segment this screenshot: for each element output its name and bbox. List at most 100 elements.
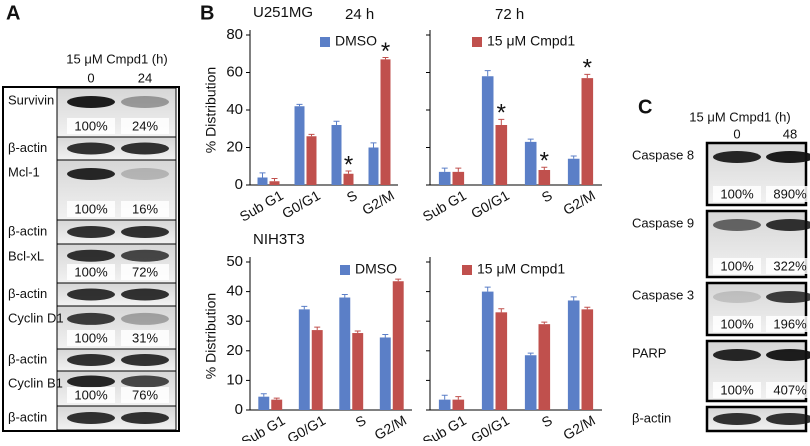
bar [481,291,494,410]
quant-bg [766,382,810,398]
bar [438,171,451,185]
error-bar [441,167,448,172]
error-bar [259,172,266,178]
error-bar [498,308,505,313]
x-tick-label: G0/G1 [279,187,323,222]
quant-bg [67,264,115,280]
blot-band [713,291,761,303]
legend-label: DMSO [335,33,377,49]
error-bar [541,166,548,170]
lane-label: 48 [783,126,797,141]
bar [352,333,364,410]
blot-band [67,354,115,366]
error-bar [314,326,321,331]
bar [379,337,391,410]
row-label: β-actin [8,286,47,301]
blot-band [713,219,761,231]
row-label: Cyclin D1 [8,310,64,325]
quant-label: 100% [74,387,108,402]
error-bar [484,286,491,292]
quant-bg [766,258,810,274]
error-bar [271,177,278,182]
quant-label: 407% [773,382,807,397]
quant-label: 100% [74,201,108,216]
blot-band [67,288,115,301]
y-tick-label: 40 [226,101,243,118]
x-tick-label: S [539,412,555,431]
y-tick-label: 30 [226,312,243,329]
y-tick-label: 40 [226,283,243,300]
y-axis-label: % Distribution [203,67,219,153]
bar [567,158,580,185]
bar [298,309,310,410]
row-label: Caspase 9 [632,215,694,230]
blot-band [67,142,115,155]
panel-label: B [200,2,214,24]
error-bar [382,334,389,338]
error-bar [455,396,462,400]
blot-band [121,142,169,155]
y-tick-label: 60 [226,63,243,80]
error-bar [308,133,315,137]
error-bar [370,142,377,148]
bar [269,181,280,185]
chart-title: NIH3T3 [253,231,305,248]
quant-bg [713,186,761,202]
quant-label: 100% [720,258,754,273]
quant-bg [713,316,761,332]
blot-band [121,375,169,388]
error-bar [382,57,389,60]
row-label: Cyclin B1 [8,375,63,390]
x-tick-label: S [353,412,369,431]
y-tick-label: 0 [235,176,243,193]
error-bar [354,330,361,334]
quant-label: 196% [773,316,807,331]
blot-band [121,312,169,325]
legend-label: 15 μM Cmpd1 [477,261,565,277]
bar [524,141,537,185]
blot-band [766,151,810,163]
row-label: Bcl-xL [8,248,44,263]
blot-band [121,226,169,238]
x-tick-label: Sub G1 [420,412,469,441]
y-tick-label: 20 [226,138,243,155]
chart-title: U251MG [253,4,313,21]
error-bar [333,120,340,125]
x-tick-label: Sub G1 [238,412,287,441]
quant-bg [121,387,169,403]
quant-bg [121,118,169,134]
row-label: β-actin [8,409,47,424]
x-tick-label: Sub G1 [237,187,286,225]
bar [538,170,551,185]
lane-label: 24 [138,70,152,85]
blot-band [121,412,169,424]
bar [438,399,451,410]
row-label: Survivin [8,92,54,107]
x-tick-label: G2/M [359,187,397,218]
row-label: β-actin [632,410,671,425]
bar [271,399,283,410]
lane-label: 0 [87,70,94,85]
bar [306,136,317,185]
y-tick-label: 0 [235,401,243,418]
bar [294,106,305,185]
error-bar [296,103,303,107]
legend-swatch [320,37,330,47]
bar [581,309,594,410]
row-label: Caspase 3 [632,287,694,302]
bar [380,59,391,185]
blot-band [121,168,169,180]
legend-label: 15 μM Cmpd1 [487,33,575,49]
blot-band [67,96,115,108]
quant-label: 322% [773,258,807,273]
row-label: β-actin [8,351,47,366]
quant-label: 100% [720,186,754,201]
blot-band [67,168,115,180]
blot-header: 15 μM Cmpd1 (h) [66,51,167,66]
quant-bg [121,201,169,217]
x-tick-label: G2/M [560,187,598,218]
y-axis-label: % Distribution [203,293,219,379]
chart-subtitle: 24 h [345,6,374,23]
quant-label: 100% [74,264,108,279]
